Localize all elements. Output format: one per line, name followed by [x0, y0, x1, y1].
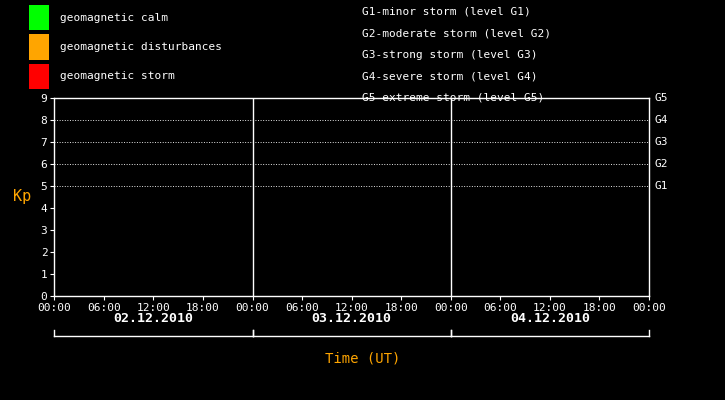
Text: G2: G2 — [655, 159, 668, 169]
Text: G4: G4 — [655, 115, 668, 125]
Text: G5-extreme storm (level G5): G5-extreme storm (level G5) — [362, 93, 544, 103]
Text: G1-minor storm (level G1): G1-minor storm (level G1) — [362, 7, 531, 17]
Text: G4-severe storm (level G4): G4-severe storm (level G4) — [362, 72, 538, 82]
FancyBboxPatch shape — [29, 64, 49, 89]
FancyBboxPatch shape — [29, 34, 49, 60]
Text: G2-moderate storm (level G2): G2-moderate storm (level G2) — [362, 28, 552, 38]
Text: 04.12.2010: 04.12.2010 — [510, 312, 590, 325]
Text: G3-strong storm (level G3): G3-strong storm (level G3) — [362, 50, 538, 60]
Text: geomagnetic calm: geomagnetic calm — [60, 13, 168, 23]
Text: 03.12.2010: 03.12.2010 — [312, 312, 392, 325]
Text: G1: G1 — [655, 181, 668, 191]
FancyBboxPatch shape — [29, 5, 49, 30]
Text: Kp: Kp — [12, 190, 30, 204]
Text: geomagnetic storm: geomagnetic storm — [60, 72, 175, 82]
Text: G3: G3 — [655, 137, 668, 147]
Text: Time (UT): Time (UT) — [325, 351, 400, 365]
Text: 02.12.2010: 02.12.2010 — [113, 312, 194, 325]
Text: geomagnetic disturbances: geomagnetic disturbances — [60, 42, 222, 52]
Text: G5: G5 — [655, 93, 668, 103]
